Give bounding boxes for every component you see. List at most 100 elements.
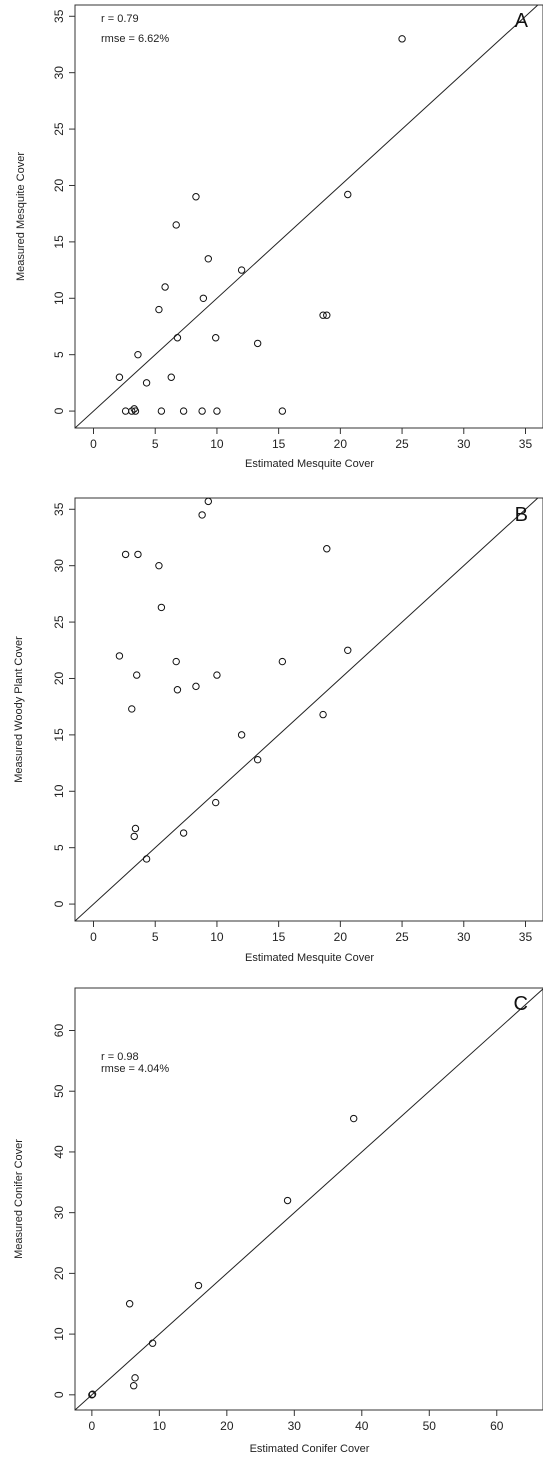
x-tick-label: 20 bbox=[334, 930, 348, 944]
y-tick-label: 35 bbox=[52, 9, 66, 23]
data-point bbox=[237, 266, 246, 274]
x-axis-title: Estimated Conifer Cover bbox=[250, 1443, 370, 1455]
x-axis-title: Estimated Mesquite Cover bbox=[245, 458, 374, 470]
x-tick-label: 10 bbox=[210, 930, 224, 944]
plot-frame bbox=[74, 987, 543, 1411]
y-axis-title: Measured Mesquite Cover bbox=[15, 152, 27, 281]
x-tick-label: 25 bbox=[395, 437, 409, 451]
x-tick-label: 0 bbox=[89, 1419, 96, 1433]
y-tick-label: 50 bbox=[52, 1084, 66, 1098]
y-tick-label: 5 bbox=[52, 844, 66, 851]
data-point bbox=[199, 294, 208, 302]
y-tick-label: 15 bbox=[52, 235, 66, 249]
data-point bbox=[125, 1300, 134, 1308]
data-point bbox=[212, 334, 220, 342]
y-axis-title: Measured Conifer Cover bbox=[13, 1139, 25, 1259]
data-point bbox=[173, 334, 182, 342]
one-to-one-line bbox=[75, 5, 539, 428]
y-tick-label: 30 bbox=[52, 1206, 66, 1220]
x-tick-label: 30 bbox=[288, 1419, 302, 1433]
data-point bbox=[133, 671, 141, 679]
data-point bbox=[192, 193, 200, 201]
data-point bbox=[319, 710, 327, 719]
data-point bbox=[398, 35, 406, 43]
y-tick-label: 60 bbox=[52, 1024, 66, 1038]
data-point bbox=[115, 652, 124, 660]
y-tick-label: 25 bbox=[52, 122, 66, 136]
one-to-one-line bbox=[75, 988, 543, 1410]
x-tick-label: 15 bbox=[272, 437, 286, 451]
x-tick-label: 35 bbox=[519, 930, 533, 944]
data-point bbox=[350, 1114, 358, 1123]
x-tick-label: 20 bbox=[220, 1419, 234, 1433]
data-point bbox=[278, 407, 287, 415]
data-point bbox=[319, 311, 327, 319]
data-point bbox=[194, 1281, 203, 1290]
data-point bbox=[172, 221, 180, 229]
x-tick-label: 25 bbox=[395, 930, 409, 944]
y-tick-label: 10 bbox=[52, 1327, 66, 1341]
data-point bbox=[198, 407, 206, 415]
y-tick-label: 0 bbox=[52, 1391, 66, 1398]
panel-letter: C bbox=[514, 993, 528, 1015]
data-point bbox=[323, 311, 331, 319]
y-tick-label: 10 bbox=[52, 291, 66, 305]
data-point bbox=[148, 1339, 157, 1347]
data-point bbox=[179, 407, 188, 415]
y-tick-label: 30 bbox=[52, 559, 66, 573]
data-point bbox=[212, 798, 220, 807]
plot-frame bbox=[74, 4, 543, 429]
data-point bbox=[344, 646, 352, 654]
data-point bbox=[237, 731, 246, 739]
data-point bbox=[155, 561, 163, 570]
panel-b: 0 5 10 15 20 25 30 35 0 5 10 15 20 25 30 35 Estimated Me… bbox=[13, 497, 543, 964]
y-tick-label: 25 bbox=[52, 615, 66, 629]
panel-letter: B bbox=[515, 504, 528, 526]
data-point bbox=[157, 407, 166, 415]
data-point bbox=[213, 671, 221, 679]
y-axis-title: Measured Woody Plant Cover bbox=[13, 636, 25, 783]
x-tick-label: 20 bbox=[334, 437, 348, 451]
y-tick-label: 15 bbox=[52, 728, 66, 742]
data-point bbox=[173, 686, 182, 694]
stat-annotation: rmse = 4.04% bbox=[101, 1063, 169, 1075]
data-point bbox=[131, 407, 140, 415]
x-tick-label: 35 bbox=[519, 437, 533, 451]
data-point bbox=[142, 379, 151, 387]
data-point bbox=[142, 855, 151, 863]
data-point bbox=[88, 1391, 96, 1399]
data-point bbox=[157, 603, 166, 612]
panel-a: 0 5 10 15 20 25 30 35 0 5 10 15 20 25 30 35 Estimated Me… bbox=[15, 4, 543, 470]
x-tick-label: 40 bbox=[355, 1419, 369, 1433]
one-to-one-line bbox=[75, 498, 539, 921]
data-point bbox=[131, 1374, 139, 1382]
data-point bbox=[253, 339, 262, 348]
data-point bbox=[161, 283, 169, 291]
data-point bbox=[344, 190, 352, 199]
data-point bbox=[128, 705, 136, 713]
x-axis-title: Estimated Mesquite Cover bbox=[245, 952, 374, 964]
x-tick-label: 15 bbox=[272, 930, 286, 944]
data-point bbox=[283, 1196, 292, 1205]
x-tick-label: 5 bbox=[152, 930, 159, 944]
data-point bbox=[121, 550, 130, 559]
data-point bbox=[172, 657, 180, 666]
stat-annotation: r = 0.98 bbox=[101, 1051, 139, 1063]
data-point bbox=[121, 407, 130, 415]
x-tick-label: 30 bbox=[457, 930, 471, 944]
data-point bbox=[115, 373, 124, 381]
panel-c: 0 10 20 30 40 50 60 0 10 20 30 40 50 60 Estimated Coni… bbox=[13, 987, 543, 1455]
data-point bbox=[134, 350, 142, 359]
data-point bbox=[88, 1390, 97, 1398]
data-point bbox=[130, 1382, 138, 1390]
data-point bbox=[192, 682, 200, 691]
data-point bbox=[198, 511, 206, 519]
data-point bbox=[167, 373, 175, 381]
data-point bbox=[278, 657, 287, 666]
y-tick-label: 20 bbox=[52, 1266, 66, 1280]
data-point bbox=[213, 407, 221, 415]
data-point bbox=[134, 550, 142, 559]
y-tick-label: 30 bbox=[52, 66, 66, 80]
x-tick-label: 0 bbox=[90, 930, 97, 944]
data-point bbox=[204, 255, 212, 263]
